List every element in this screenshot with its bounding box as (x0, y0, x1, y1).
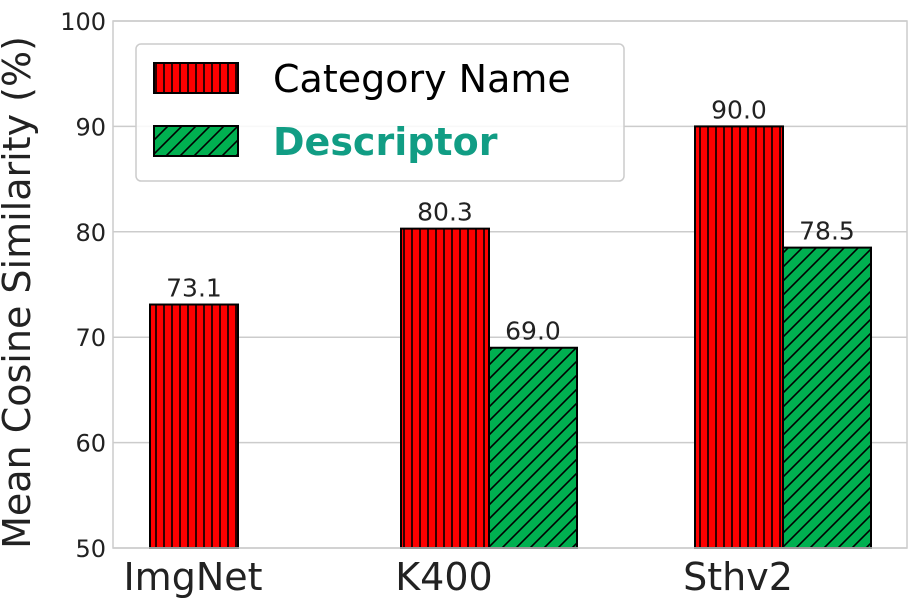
x-axis-ticks: ImgNet K400 Sthv2 (123, 555, 792, 599)
y-axis-ticks: 50 60 70 80 90 100 (60, 8, 106, 563)
legend-label: Category Name (273, 57, 571, 101)
legend-box (135, 43, 625, 182)
legend-label: Descriptor (273, 120, 498, 164)
data-label: 80.3 (417, 198, 473, 227)
legend-swatch (153, 62, 239, 94)
legend: Category Name Descriptor (135, 43, 625, 182)
bar-category-name-imgnet (149, 303, 239, 549)
data-label: 73.1 (166, 274, 222, 303)
bar-descriptor-k400 (488, 346, 578, 549)
x-tick-label: ImgNet (123, 555, 262, 599)
y-tick-label: 80 (75, 219, 106, 247)
bar-category-name-k400 (400, 227, 490, 549)
data-label: 78.5 (799, 217, 855, 246)
legend-swatch (153, 125, 239, 157)
data-labels: 73.1 80.3 90.0 69.0 78.5 (166, 95, 855, 345)
data-label: 69.0 (505, 317, 561, 346)
y-tick-label: 100 (60, 8, 106, 36)
x-tick-label: Sthv2 (683, 555, 793, 599)
y-tick-label: 50 (75, 535, 106, 563)
y-tick-label: 70 (75, 324, 106, 352)
data-label: 90.0 (711, 95, 767, 124)
y-tick-label: 60 (75, 430, 106, 458)
bar-category-name-sthv2 (694, 125, 784, 550)
plot-frame (112, 20, 908, 549)
y-tick-label: 90 (75, 113, 106, 141)
bar-descriptor-sthv2 (782, 246, 872, 550)
y-axis-label: Mean Cosine Similarity (%) (0, 36, 39, 549)
x-tick-label: K400 (395, 555, 492, 599)
bars (149, 125, 872, 550)
